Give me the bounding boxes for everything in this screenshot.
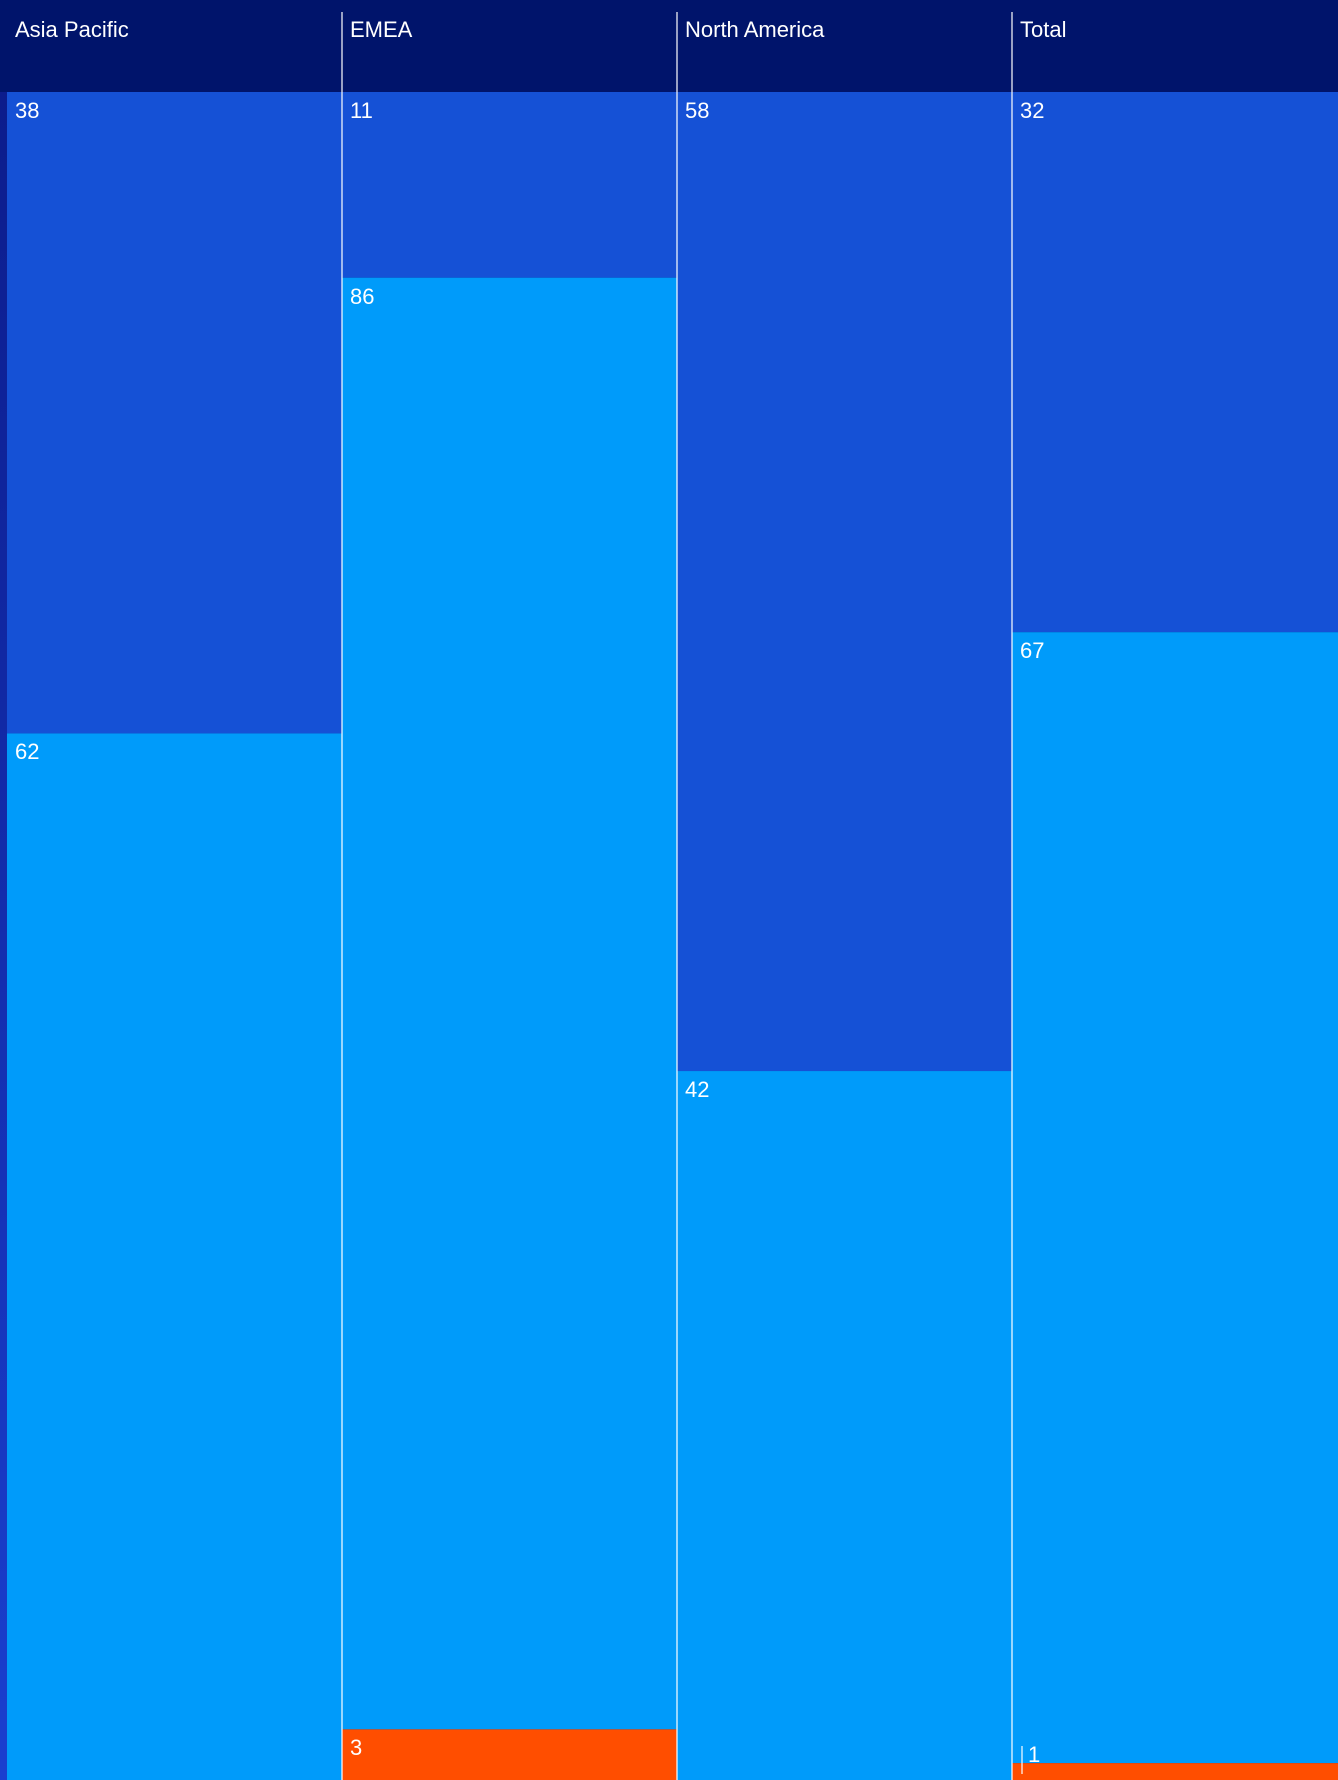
data-label-asia-pacific-light-blue: 62 (15, 739, 40, 765)
left-edge-strip (0, 92, 7, 1780)
bar-segment-emea-dark-blue (342, 92, 677, 278)
data-label-emea-orange: 3 (350, 1735, 363, 1761)
bar-segment-north-america-light-blue (677, 1071, 1012, 1780)
bar-segment-north-america-dark-blue (677, 92, 1012, 1072)
bar-segment-total-light-blue (1012, 632, 1338, 1764)
data-label-north-america-light-blue: 42 (685, 1077, 710, 1103)
data-label-asia-pacific-dark-blue: 38 (15, 98, 40, 123)
category-label-north-america: North America (685, 17, 825, 42)
data-label-emea-light-blue: 86 (350, 283, 375, 309)
category-label-total: Total (1020, 17, 1067, 42)
chart-header-band (0, 0, 1338, 92)
data-label-emea-dark-blue: 11 (350, 98, 373, 123)
data-label-north-america-dark-blue: 58 (685, 98, 710, 123)
bar-segment-asia-pacific-light-blue (7, 733, 342, 1780)
data-label-total-light-blue: 67 (1020, 638, 1045, 664)
bar-segment-asia-pacific-dark-blue (7, 92, 342, 734)
data-label-total-dark-blue: 32 (1020, 98, 1045, 123)
bar-segment-emea-orange (342, 1729, 677, 1780)
bar-segment-total-orange (1012, 1763, 1338, 1780)
bar-segment-total-dark-blue (1012, 92, 1338, 633)
category-label-emea: EMEA (350, 17, 413, 42)
data-label-total-orange: 1 (1028, 1742, 1041, 1767)
bar-segment-emea-light-blue (342, 277, 677, 1730)
category-label-asia-pacific: Asia Pacific (15, 17, 129, 42)
